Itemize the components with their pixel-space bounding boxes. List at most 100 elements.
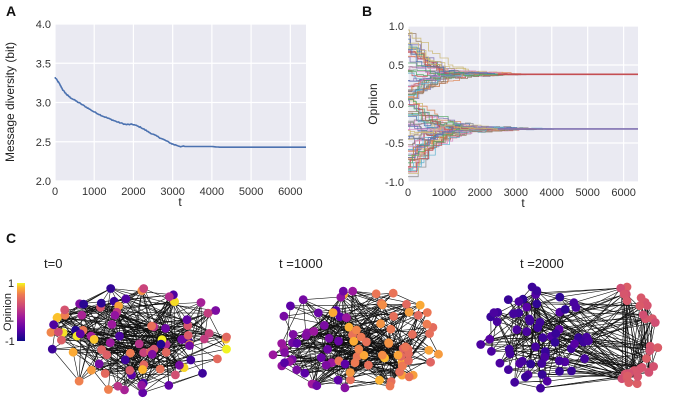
- network-edge: [554, 322, 656, 343]
- network-edge: [332, 304, 407, 313]
- network-edge: [105, 373, 142, 386]
- network-node: [489, 308, 499, 318]
- network-node: [96, 298, 106, 308]
- y-ticks-a: 2.0 2.5 3.0 3.5 4.0: [36, 19, 51, 188]
- network-edge: [142, 365, 180, 393]
- network-edge: [316, 356, 358, 386]
- network-node: [177, 335, 187, 344]
- network-edge: [529, 318, 638, 377]
- network-edge: [350, 379, 391, 387]
- network-node: [185, 341, 194, 350]
- network-node: [319, 321, 329, 330]
- network-edge: [573, 302, 650, 351]
- network-edge: [289, 317, 347, 362]
- network-node: [138, 388, 148, 398]
- network-node: [280, 348, 289, 357]
- network-node: [371, 289, 381, 299]
- network-edge: [358, 323, 381, 350]
- network-edge: [141, 358, 218, 386]
- network-edge: [350, 343, 389, 373]
- network-node: [213, 354, 222, 364]
- network-node: [504, 365, 513, 374]
- network-node: [623, 371, 632, 381]
- network-edge: [316, 365, 403, 386]
- network-edge: [304, 360, 409, 374]
- network-node: [560, 305, 570, 314]
- x-tick-label: 3000: [504, 187, 528, 199]
- network-edge: [142, 312, 209, 370]
- network-node: [280, 358, 289, 368]
- network-edge: [497, 312, 527, 332]
- network-node: [522, 302, 532, 312]
- network-edge: [382, 304, 409, 350]
- network-node: [364, 360, 373, 370]
- network-node: [485, 334, 495, 344]
- network-edge: [105, 348, 227, 374]
- y-tick-label: 2.5: [36, 137, 51, 149]
- network-node: [183, 331, 193, 340]
- network-node: [362, 337, 371, 347]
- network-node: [54, 327, 63, 337]
- network-node: [521, 372, 530, 382]
- network-edge: [64, 302, 102, 316]
- network-node: [94, 359, 104, 369]
- network-edge: [143, 365, 180, 384]
- network-edge: [514, 382, 541, 389]
- network-edge: [389, 304, 407, 387]
- network-node: [49, 320, 58, 330]
- chart-opinion: 0 1000 2000 3000 4000 5000 6000 -1.0 -0.5 0.0 0.5…: [366, 21, 638, 210]
- network-node: [512, 325, 522, 335]
- network-edge: [491, 342, 556, 352]
- network-node: [389, 311, 398, 321]
- network-edge: [497, 321, 575, 345]
- x-tick-label: 6000: [611, 187, 635, 199]
- network-node: [60, 305, 70, 315]
- network-edge: [72, 352, 80, 382]
- network-node: [352, 325, 361, 335]
- network-node: [156, 339, 166, 349]
- network-node: [434, 349, 443, 359]
- network-node: [155, 364, 165, 374]
- network-node: [348, 286, 358, 296]
- network-node: [321, 360, 331, 370]
- network-edge: [141, 345, 190, 386]
- network-edge: [105, 345, 190, 374]
- network-node: [68, 347, 78, 357]
- network-edge: [575, 307, 641, 370]
- network-node: [46, 328, 56, 337]
- network-node: [527, 282, 537, 292]
- x-tick-label: 2000: [468, 187, 492, 199]
- network-edge: [305, 335, 332, 363]
- network-edge: [78, 307, 101, 382]
- network-node: [378, 350, 387, 360]
- x-ticks-a: 0 1000 2000 3000 4000 5000 6000: [52, 186, 303, 198]
- chart-message-diversity: 0 1000 2000 3000 4000 5000 6000 2.0 2.5 3.0 3.5 4.…: [3, 19, 306, 209]
- network-edge: [497, 312, 658, 348]
- network-edge: [382, 334, 413, 356]
- network-node: [404, 349, 413, 359]
- network-node: [334, 336, 343, 346]
- network-node: [401, 342, 410, 352]
- y-tick-label: 3.0: [36, 98, 51, 110]
- network-node: [422, 308, 432, 317]
- network-node: [147, 321, 157, 331]
- network-edge: [75, 319, 188, 331]
- network-edge: [190, 302, 202, 361]
- x-tick-label: 4000: [540, 187, 564, 199]
- colorbar-min-label: -1: [5, 336, 15, 348]
- network-node: [333, 375, 343, 385]
- network-node: [323, 344, 332, 354]
- network-edge: [142, 296, 170, 370]
- network-edge: [536, 290, 628, 377]
- network-node: [171, 370, 180, 380]
- panel-letter-b: B: [362, 3, 372, 19]
- network-node: [105, 338, 115, 348]
- network-node: [555, 367, 564, 376]
- network-edge: [340, 297, 385, 359]
- network-edge: [393, 292, 421, 306]
- network-node: [316, 353, 326, 362]
- network-node: [522, 327, 532, 336]
- network-node: [537, 359, 547, 368]
- network-edge: [78, 315, 83, 382]
